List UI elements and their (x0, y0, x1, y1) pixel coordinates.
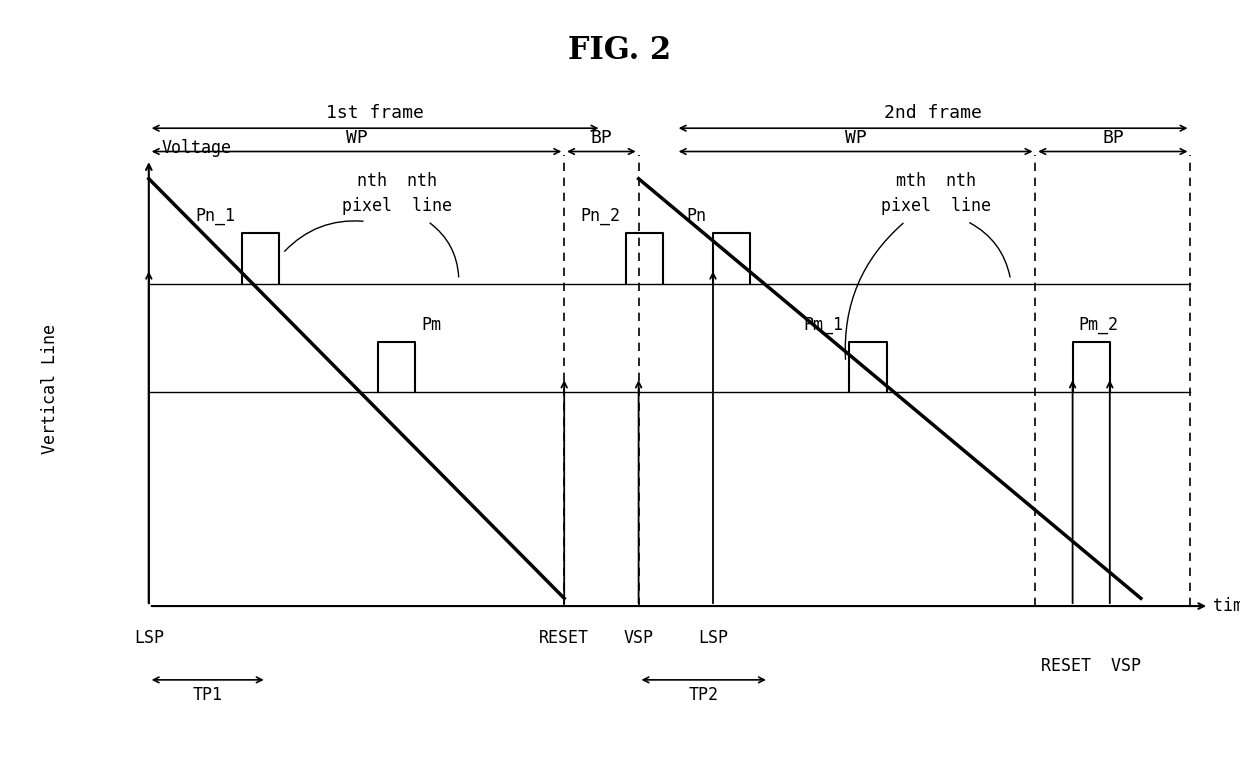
Text: BP: BP (1102, 129, 1123, 147)
Text: Pn: Pn (687, 207, 707, 225)
Text: nth  nth: nth nth (357, 172, 436, 190)
Text: LSP: LSP (134, 629, 164, 647)
Text: pixel  line: pixel line (882, 197, 991, 215)
Text: TP2: TP2 (688, 686, 719, 704)
Text: TP1: TP1 (192, 686, 223, 704)
Text: LSP: LSP (698, 629, 728, 647)
Text: time: time (1213, 597, 1240, 615)
Text: Pn_1: Pn_1 (196, 207, 236, 225)
Text: WP: WP (346, 129, 367, 147)
Text: RESET: RESET (539, 629, 589, 647)
Text: mth  nth: mth nth (897, 172, 976, 190)
Text: BP: BP (590, 129, 613, 147)
Text: 1st frame: 1st frame (326, 104, 424, 122)
Text: Pm_1: Pm_1 (804, 316, 843, 334)
Text: Pn_2: Pn_2 (580, 207, 620, 225)
Text: 2nd frame: 2nd frame (884, 104, 982, 122)
Text: WP: WP (844, 129, 867, 147)
Text: pixel  line: pixel line (342, 197, 451, 215)
Text: VSP: VSP (624, 629, 653, 647)
Text: Vertical Line: Vertical Line (41, 323, 58, 454)
Text: Pm: Pm (422, 316, 441, 334)
Text: FIG. 2: FIG. 2 (568, 35, 672, 66)
Text: Voltage: Voltage (161, 139, 231, 157)
Text: RESET  VSP: RESET VSP (1042, 657, 1141, 674)
Text: Pm_2: Pm_2 (1079, 316, 1118, 334)
